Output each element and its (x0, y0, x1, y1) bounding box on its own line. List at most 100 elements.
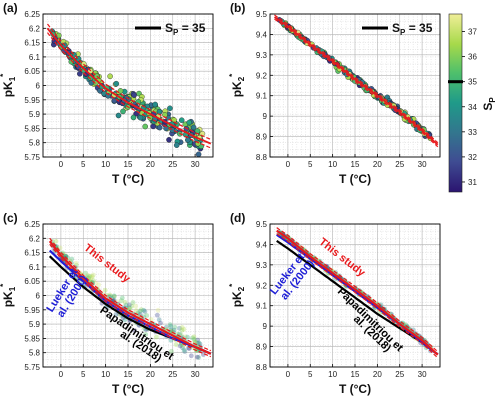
x-tick-label: 5 (81, 370, 86, 379)
x-tick-label: 25 (395, 370, 404, 379)
data-point (111, 293, 117, 299)
data-point (177, 343, 183, 349)
data-point (167, 322, 173, 328)
x-tick-label: 10 (101, 160, 110, 169)
data-point (122, 299, 128, 305)
data-point (195, 151, 202, 157)
plot-area (48, 237, 212, 360)
fit-line (273, 16, 439, 146)
data-point (122, 317, 128, 323)
y-tick-label: 6.25 (24, 10, 40, 19)
data-point (86, 276, 92, 282)
model-lines (276, 227, 439, 359)
data-point (137, 114, 144, 121)
tick-labels: 0 5 10 15 20 25 30 8.8 8.9 9 9.1 9.2 9.3 9.4 9.5 (256, 220, 427, 379)
data-point (91, 278, 96, 284)
panels: 0 5 10 15 20 25 305.755.85.855.95.9566.056.16.… (0, 1, 441, 396)
x-axis-label: T (°C) (339, 172, 371, 186)
y-axis-label: pK2* (228, 73, 246, 97)
y-tick-label: 6.2 (29, 234, 41, 243)
data-point (190, 124, 197, 131)
x-tick-label: 10 (328, 370, 337, 379)
y-axis-label: pK1* (0, 73, 17, 97)
data-point (132, 328, 138, 333)
x-tick-label: 30 (418, 160, 427, 169)
data-point (96, 282, 102, 288)
data-point (180, 345, 185, 351)
data-point (411, 327, 416, 333)
x-tick-label: 20 (373, 160, 382, 169)
x-tick-label: 30 (191, 370, 200, 379)
colorbar-tick-label: 34 (468, 103, 477, 112)
y-tick-label: 6.25 (24, 220, 40, 229)
data-point (130, 300, 136, 305)
x-tick-label: 30 (418, 370, 427, 379)
x-tick-label: 20 (373, 370, 382, 379)
x-tick-label: 25 (168, 370, 177, 379)
fit-ci-upper (276, 227, 439, 353)
data-point (73, 260, 79, 266)
x-tick-label: 20 (146, 160, 155, 169)
data-point (141, 307, 147, 313)
data-point (148, 317, 154, 322)
y-tick-label: 6.1 (29, 263, 41, 272)
x-tick-label: 10 (101, 370, 110, 379)
data-point (178, 117, 185, 123)
data-point (131, 92, 137, 98)
data-point (142, 309, 148, 314)
y-tick-label: 5.9 (29, 110, 41, 119)
x-tick-label: 5 (308, 370, 313, 379)
x-tick-label: 5 (81, 160, 86, 169)
data-point (142, 123, 148, 130)
x-tick-label: 0 (59, 370, 64, 379)
y-tick-label: 9.2 (256, 71, 268, 80)
y-tick-label: 6 (36, 292, 41, 301)
data-point (197, 341, 203, 347)
fit-lines (273, 14, 439, 148)
data-point (138, 307, 144, 312)
data-point (105, 93, 111, 99)
data-point (133, 308, 139, 313)
data-point (85, 273, 91, 278)
plot-area (46, 23, 212, 157)
data-point (130, 114, 137, 121)
data-point (127, 306, 132, 312)
legend-label: SP = 35 (392, 21, 433, 37)
data-point (68, 58, 75, 65)
data-point (118, 298, 124, 304)
plot-area (273, 14, 439, 148)
data-point (107, 73, 113, 80)
model-lines (48, 237, 212, 358)
data-point (181, 326, 187, 332)
data-point (150, 123, 156, 130)
legend: SP = 35 (362, 21, 433, 37)
data-point (113, 80, 120, 87)
data-point (173, 342, 179, 347)
data-point (167, 105, 173, 112)
data-point (152, 101, 158, 108)
x-tick-label: 15 (124, 160, 133, 169)
data-point (90, 280, 95, 285)
data-point (154, 312, 160, 318)
x-tick-label: 15 (124, 370, 133, 379)
x-tick-label: 25 (168, 160, 177, 169)
this-line (276, 229, 439, 356)
this-line (48, 240, 212, 355)
data-point (172, 324, 178, 330)
data-point (144, 313, 150, 318)
data-point (179, 325, 185, 330)
panel-c: 0 5 10 15 20 25 30 5.75 5.8 5.85 5.9 5.95 6 6.05 6.1 6.… (0, 211, 214, 396)
data-point (137, 312, 143, 317)
y-tick-label: 6.2 (29, 24, 41, 33)
tick-labels: 0 5 10 15 20 25 30 8.8 8.9 9 9.1 9.2 9.3 9.4 9.5 (256, 10, 427, 169)
y-tick-label: 9.3 (256, 261, 268, 270)
y-tick-label: 5.75 (24, 363, 40, 372)
panel-label: (c) (3, 211, 18, 225)
data-point (163, 324, 169, 330)
y-tick-label: 6.15 (24, 39, 40, 48)
data-point (190, 335, 196, 341)
y-tick-label: 5.95 (24, 306, 40, 315)
y-tick-label: 9.3 (256, 51, 268, 60)
data-point (182, 349, 188, 354)
